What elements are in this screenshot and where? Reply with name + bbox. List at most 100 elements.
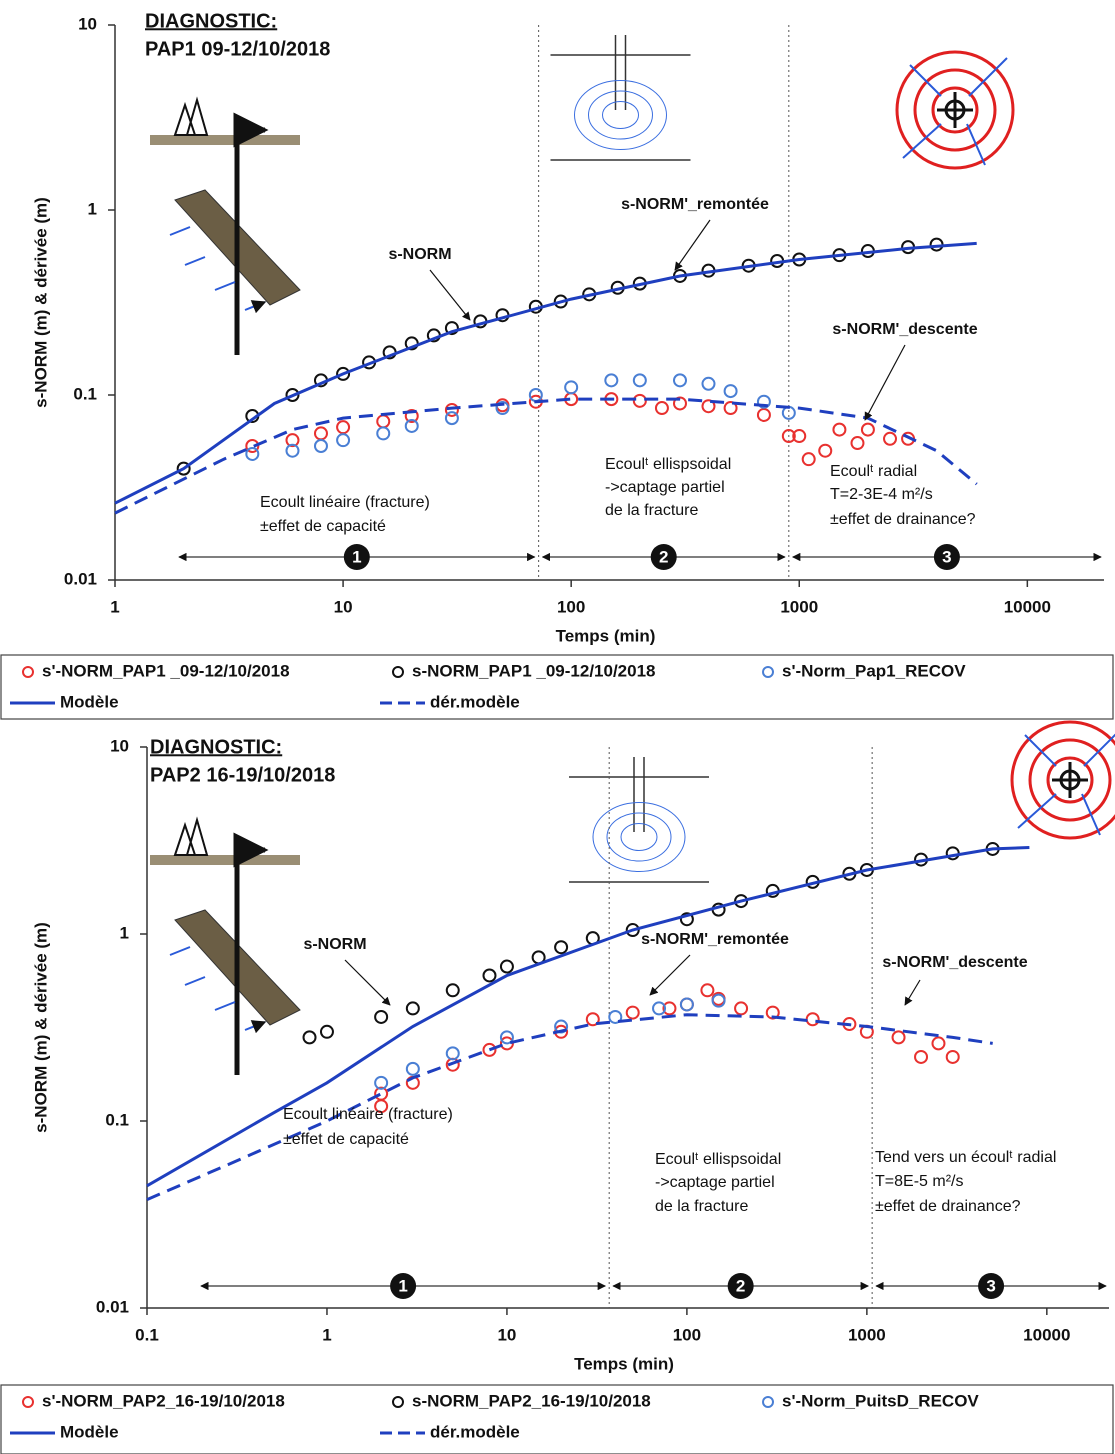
- data-point: [758, 409, 770, 421]
- data-point: [565, 381, 577, 393]
- data-point: [321, 1026, 333, 1038]
- data-point: [246, 448, 258, 460]
- region-label: 2: [736, 1276, 745, 1295]
- section-flow: [621, 824, 657, 851]
- data-point: [634, 395, 646, 407]
- x-tick-label: 10: [497, 1325, 516, 1344]
- x-axis-title: Temps (min): [556, 626, 656, 645]
- chart-title: DIAGNOSTIC:: [145, 10, 277, 32]
- target-cross: [937, 92, 973, 128]
- data-point: [947, 1051, 959, 1063]
- annotation: ->captage partiel: [605, 479, 725, 496]
- data-point: [725, 385, 737, 397]
- data-point: [315, 440, 327, 452]
- legend-label: s'-NORM_PAP1 _09-12/10/2018: [42, 661, 290, 680]
- y-tick-label: 0.01: [96, 1297, 129, 1316]
- annotation-arrow: [865, 345, 905, 420]
- y-axis-title: s-NORM (m) & dérivée (m): [31, 197, 50, 408]
- x-tick-label: 1000: [848, 1325, 886, 1344]
- y-tick-label: 10: [78, 14, 97, 33]
- annotation-arrow: [650, 955, 690, 995]
- legend-label: s'-Norm_PuitsD_RECOV: [782, 1391, 979, 1410]
- x-axis-title: Temps (min): [574, 1354, 674, 1373]
- annotation-arrow: [430, 270, 470, 320]
- data-point: [803, 453, 815, 465]
- annotation: ±effet de capacité: [283, 1131, 409, 1148]
- data-point: [702, 378, 714, 390]
- data-point: [377, 427, 389, 439]
- y-axis-title: s-NORM (m) & dérivée (m): [31, 922, 50, 1133]
- annotation: Ecoulᵗ ellispsoidal: [655, 1151, 781, 1168]
- annotation: s-NORM'_remontée: [621, 196, 769, 213]
- annotation: ->captage partiel: [655, 1174, 775, 1191]
- annotation: Ecoult linéaire (fracture): [260, 494, 430, 511]
- data-point: [833, 424, 845, 436]
- data-point: [915, 1051, 927, 1063]
- annotation: Ecoulᵗ radial: [830, 463, 917, 480]
- ground: [150, 855, 300, 865]
- data-point: [701, 984, 713, 996]
- legend-label: s'-Norm_Pap1_RECOV: [782, 661, 966, 680]
- data-point: [447, 984, 459, 996]
- legend-label: Modèle: [60, 692, 119, 711]
- data-point: [627, 1007, 639, 1019]
- chart-subtitle: PAP2 16-19/10/2018: [150, 764, 335, 786]
- y-tick-label: 1: [120, 923, 129, 942]
- legend-label: dér.modèle: [430, 692, 520, 711]
- annotation: s-NORM'_descente: [832, 321, 977, 338]
- data-point: [407, 1002, 419, 1014]
- annotation: Ecoulᵗ ellispsoidal: [605, 456, 731, 473]
- legend-label: Modèle: [60, 1422, 119, 1441]
- x-tick-label: 1: [110, 597, 119, 616]
- chart-subtitle: PAP1 09-12/10/2018: [145, 38, 330, 60]
- data-point: [446, 412, 458, 424]
- y-tick-label: 0.1: [73, 384, 97, 403]
- ground: [150, 135, 300, 145]
- annotation: s-NORM: [303, 936, 366, 953]
- annotation: ±effet de drainance?: [875, 1198, 1021, 1215]
- annotation-arrow: [675, 220, 710, 270]
- trees: [175, 820, 207, 855]
- annotation-arrow: [345, 960, 390, 1005]
- annotation-arrow: [905, 980, 920, 1005]
- x-tick-label: 100: [557, 597, 585, 616]
- region-label: 2: [659, 547, 668, 566]
- data-point: [337, 421, 349, 433]
- data-point: [735, 1002, 747, 1014]
- annotation: ±effet de capacité: [260, 518, 386, 535]
- trees: [175, 100, 207, 135]
- x-tick-label: 10000: [1023, 1325, 1070, 1344]
- x-tick-label: 0.1: [135, 1325, 159, 1344]
- section-flow: [603, 102, 639, 129]
- data-point: [605, 374, 617, 386]
- legend-label: dér.modèle: [430, 1422, 520, 1441]
- data-point: [501, 961, 513, 973]
- region-label: 1: [398, 1276, 407, 1295]
- x-tick-label: 10: [334, 597, 353, 616]
- section-schematic: [551, 35, 691, 160]
- data-point: [337, 434, 349, 446]
- data-point: [851, 437, 863, 449]
- annotation: Ecoult linéaire (fracture): [283, 1106, 453, 1123]
- annotation: ±effet de drainance?: [830, 511, 976, 528]
- annotation: de la fracture: [655, 1198, 748, 1215]
- y-tick-label: 0.01: [64, 569, 97, 588]
- y-tick-label: 0.1: [105, 1110, 129, 1129]
- data-point: [862, 424, 874, 436]
- chart-title: DIAGNOSTIC:: [150, 736, 282, 758]
- data-point: [304, 1031, 316, 1043]
- data-point: [884, 433, 896, 445]
- y-tick-label: 1: [88, 199, 97, 218]
- data-point: [681, 998, 693, 1010]
- data-point: [932, 1037, 944, 1049]
- y-tick-label: 10: [110, 736, 129, 755]
- data-point: [377, 415, 389, 427]
- section-schematic: [569, 757, 709, 882]
- model-line: [147, 1015, 993, 1200]
- figure: 0.01 0.1 1 10 1 10 100 1000 10000 Temps (min) s-NO…: [0, 0, 1115, 1454]
- data-point: [674, 374, 686, 386]
- data-point: [375, 1011, 387, 1023]
- region-label: 3: [942, 547, 951, 566]
- legend-label: s'-NORM_PAP2_16-19/10/2018: [42, 1391, 285, 1410]
- annotation: Tend vers un écoulᵗ radial: [875, 1149, 1056, 1166]
